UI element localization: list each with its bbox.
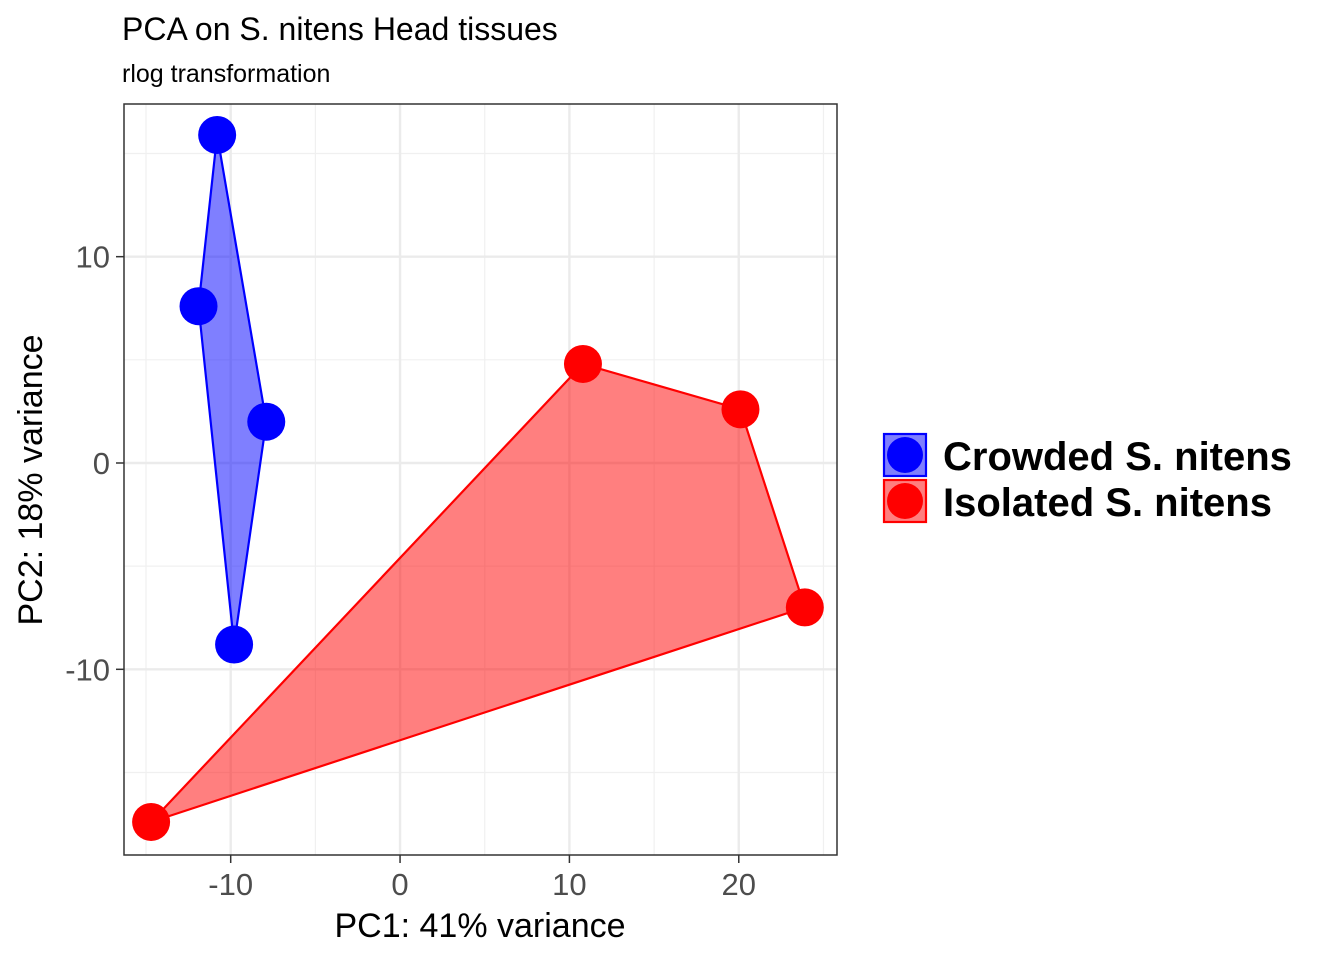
- y-axis-title: PC2: 18% variance: [12, 334, 50, 625]
- x-axis-title: PC1: 41% variance: [334, 907, 625, 945]
- y-tick-label: 10: [76, 240, 110, 275]
- point-series-2-3: [785, 588, 824, 627]
- legend-point-series-2: [887, 483, 923, 519]
- point-series-1-3: [247, 402, 286, 441]
- x-tick-label: -10: [208, 867, 253, 902]
- point-series-2-2: [721, 390, 760, 429]
- point-series-1-4: [215, 625, 254, 664]
- x-axis-ticks: -10 0 10 20: [208, 855, 756, 902]
- point-series-1-2: [179, 287, 218, 326]
- chart-subtitle: rlog transformation: [122, 60, 330, 88]
- y-tick-label: -10: [65, 652, 110, 687]
- chart-title: PCA on S. nitens Head tissues: [122, 11, 558, 47]
- x-tick-label: 10: [552, 867, 586, 902]
- plot-border: [123, 103, 838, 856]
- y-tick-label: 0: [93, 446, 110, 481]
- point-series-2-1: [563, 344, 602, 383]
- legend-label-series-2: Isolated S. nitens: [943, 481, 1272, 525]
- legend-point-series-1: [887, 437, 923, 473]
- point-series-2-4: [132, 802, 171, 841]
- y-axis-ticks: -10 0 10: [65, 240, 124, 687]
- point-series-1-1: [198, 115, 237, 154]
- x-tick-label: 0: [391, 867, 408, 902]
- legend-label-series-1: Crowded S. nitens: [943, 435, 1292, 479]
- data-points: [132, 115, 824, 841]
- x-tick-label: 20: [722, 867, 756, 902]
